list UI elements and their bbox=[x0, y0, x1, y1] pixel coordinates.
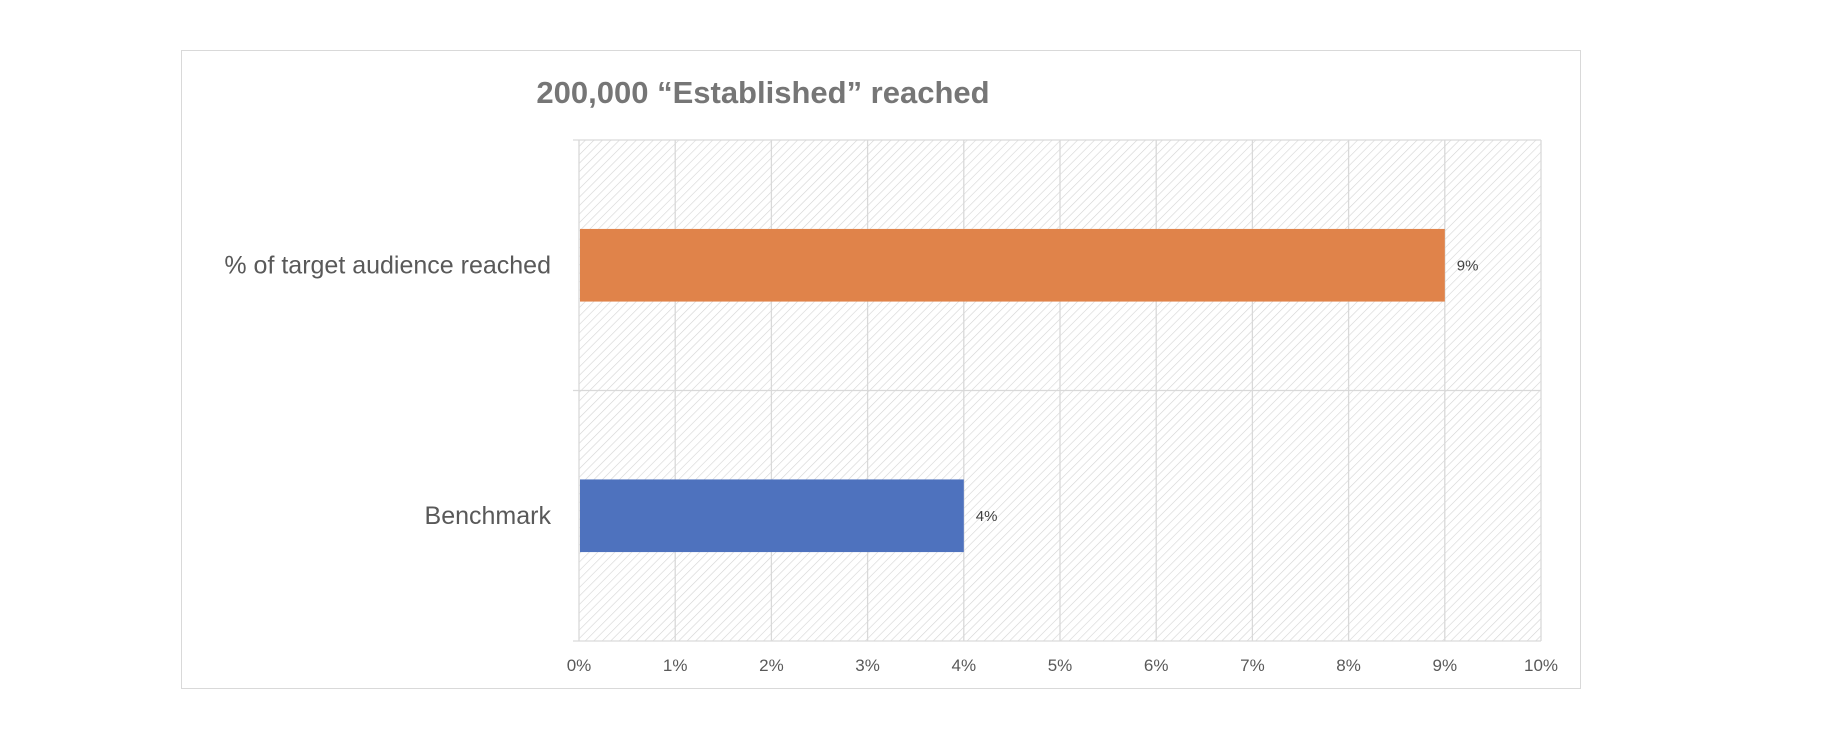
category-label: Benchmark bbox=[425, 502, 552, 530]
bars bbox=[580, 228, 1445, 553]
x-tick-label: 1% bbox=[663, 656, 688, 675]
category-label: % of target audience reached bbox=[224, 251, 551, 279]
chart-frame: 200,000 “Established” reached 0% 1% 2% 3% 4%… bbox=[181, 50, 1581, 689]
x-tick-label: 6% bbox=[1144, 656, 1169, 675]
x-tick-label: 5% bbox=[1048, 656, 1073, 675]
x-tick-label: 4% bbox=[952, 656, 977, 675]
data-label: 4% bbox=[976, 508, 998, 525]
x-tick-label: 10% bbox=[1524, 656, 1558, 675]
chart-svg: 200,000 “Established” reached 0% 1% 2% 3% 4%… bbox=[224, 75, 1558, 675]
x-tick-label: 9% bbox=[1433, 656, 1458, 675]
x-tick-label: 7% bbox=[1240, 656, 1265, 675]
chart-title: 200,000 “Established” reached bbox=[536, 75, 989, 110]
labels: 0% 1% 2% 3% 4% 5% 6% 7% 8% 9% 10% 9% % of target aud… bbox=[224, 251, 1558, 675]
x-tick-label: 8% bbox=[1336, 656, 1361, 675]
x-tick-label: 0% bbox=[567, 656, 592, 675]
bar bbox=[580, 479, 964, 553]
data-label: 9% bbox=[1457, 257, 1479, 274]
bar bbox=[580, 228, 1445, 302]
x-tick-label: 2% bbox=[759, 656, 784, 675]
axes bbox=[573, 139, 1541, 642]
x-tick-label: 3% bbox=[855, 656, 880, 675]
